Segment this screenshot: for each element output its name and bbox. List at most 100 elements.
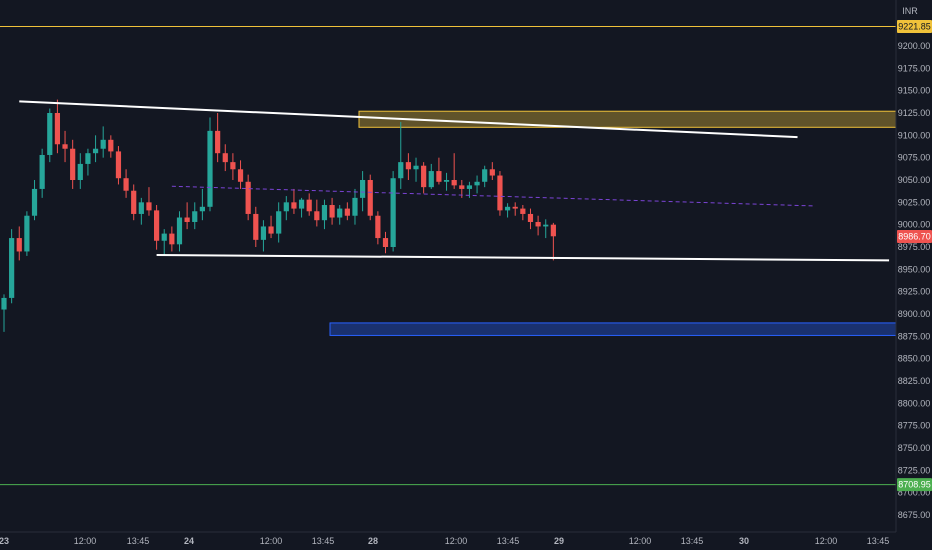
time-tick-label: 12:00 bbox=[74, 536, 97, 546]
candle bbox=[512, 202, 518, 216]
candle bbox=[54, 99, 61, 154]
time-tick-label: 13:45 bbox=[497, 536, 520, 546]
price-tag: 8986.70 bbox=[897, 230, 932, 244]
price-tick-label: 8950.00 bbox=[898, 264, 931, 274]
price-tag-label: 8986.70 bbox=[898, 232, 931, 242]
candle bbox=[474, 175, 480, 194]
candle-body bbox=[108, 139, 114, 152]
trendline-3 bbox=[171, 185, 813, 207]
time-tick-label: 13:45 bbox=[127, 536, 150, 546]
candle-body bbox=[535, 221, 541, 227]
candle bbox=[62, 130, 68, 163]
price-tick-label: 8925.00 bbox=[898, 287, 931, 297]
candle-body bbox=[1, 297, 7, 310]
candle bbox=[344, 202, 350, 221]
candle bbox=[489, 162, 495, 180]
candle bbox=[443, 172, 450, 191]
candle-body bbox=[337, 208, 343, 218]
candle bbox=[527, 208, 534, 230]
price-tick-label: 9100.00 bbox=[898, 130, 931, 140]
price-tick-label: 8800.00 bbox=[898, 398, 931, 408]
candle-body bbox=[85, 153, 91, 164]
candle-body bbox=[47, 113, 53, 155]
price-tick-label: 8825.00 bbox=[898, 376, 931, 386]
candle-body bbox=[451, 180, 457, 186]
candle-body bbox=[512, 206, 518, 209]
candle bbox=[253, 206, 259, 247]
price-tick-label: 8750.00 bbox=[898, 443, 931, 453]
candle-body bbox=[390, 178, 396, 247]
candle-body bbox=[459, 185, 465, 189]
price-tick-label: 9175.00 bbox=[898, 63, 931, 73]
candle-body bbox=[527, 213, 534, 222]
candle bbox=[123, 169, 129, 198]
candle bbox=[413, 157, 419, 182]
candle bbox=[138, 197, 144, 225]
candle-body bbox=[329, 205, 335, 218]
price-tag-bg bbox=[897, 230, 932, 244]
trendline-1 bbox=[19, 100, 798, 139]
candle-body bbox=[16, 238, 22, 252]
candle-body bbox=[199, 206, 205, 212]
candle-body bbox=[131, 190, 137, 214]
candle bbox=[47, 108, 53, 163]
candle-body bbox=[413, 165, 419, 170]
candle bbox=[405, 153, 411, 180]
candle-body bbox=[482, 169, 488, 182]
candles-layer bbox=[1, 99, 556, 332]
price-tick-label: 9125.00 bbox=[898, 108, 931, 118]
candle-body bbox=[237, 169, 244, 182]
candle-body bbox=[146, 202, 152, 211]
time-axis[interactable]: 23 12:00 13:45 24 12:00 13:45 28 12:00 13:45 29 12… bbox=[0, 536, 889, 546]
trendline-2 bbox=[156, 254, 890, 262]
candle bbox=[92, 135, 99, 163]
time-tick-label: 30 bbox=[739, 536, 749, 546]
candle bbox=[451, 153, 457, 189]
candle-body bbox=[260, 226, 267, 240]
candle bbox=[39, 148, 45, 198]
price-tick-label: 8850.00 bbox=[898, 354, 931, 364]
candle bbox=[543, 219, 549, 239]
price-tag-bg bbox=[897, 19, 932, 33]
candle-body bbox=[421, 165, 427, 188]
candle-body bbox=[154, 210, 160, 241]
candle-body bbox=[207, 130, 213, 207]
time-tick-label: 13:45 bbox=[681, 536, 704, 546]
candle bbox=[192, 202, 198, 230]
price-axis[interactable]: INR 8675.00 8700.00 8725.00 8750.00 8775.00 8… bbox=[898, 6, 931, 520]
candle bbox=[428, 163, 434, 189]
candle-body bbox=[466, 185, 473, 189]
candle-body bbox=[382, 238, 389, 247]
candle bbox=[31, 180, 38, 221]
candle bbox=[237, 160, 244, 189]
candle-body bbox=[489, 169, 495, 176]
candle bbox=[337, 205, 343, 225]
candle bbox=[398, 121, 404, 189]
candle-body bbox=[31, 188, 38, 216]
price-tick-label: 8975.00 bbox=[898, 242, 931, 252]
time-tick-label: 13:45 bbox=[867, 536, 890, 546]
candle bbox=[436, 157, 442, 185]
candle bbox=[169, 226, 175, 252]
candle-body bbox=[497, 175, 503, 211]
candle-body bbox=[321, 205, 328, 221]
candle-body bbox=[520, 208, 526, 214]
candle bbox=[70, 139, 76, 189]
candle-body bbox=[62, 144, 68, 149]
candle bbox=[215, 113, 221, 163]
candle bbox=[115, 146, 122, 185]
candle bbox=[314, 199, 320, 227]
candle-body bbox=[283, 202, 289, 212]
candle bbox=[390, 171, 396, 252]
candle bbox=[9, 229, 15, 304]
candle-body bbox=[9, 238, 15, 298]
candle bbox=[24, 211, 30, 256]
candle-body bbox=[405, 162, 411, 170]
price-tag-bg bbox=[897, 478, 932, 492]
candle-body bbox=[306, 199, 312, 212]
candle bbox=[222, 144, 228, 172]
candle bbox=[268, 215, 274, 239]
candle bbox=[207, 117, 213, 212]
price-tag: 8708.95 bbox=[897, 478, 932, 492]
